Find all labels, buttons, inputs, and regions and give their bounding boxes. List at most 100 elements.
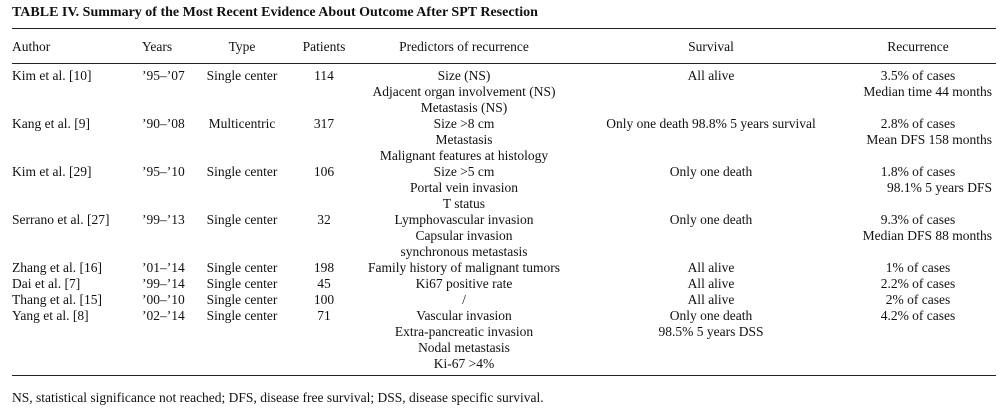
cell-predictors-line: Portal vein invasion bbox=[410, 180, 518, 195]
cell-predictors: Lymphovascular invasion Capsular invasion… bbox=[334, 212, 594, 260]
cell-predictors-line: synchronous metastasis bbox=[400, 244, 528, 259]
header-years: Years bbox=[142, 39, 173, 54]
cell-recurrence: 1% of cases bbox=[838, 260, 998, 276]
cell-survival: All alive bbox=[580, 292, 842, 308]
header-recurrence: Recurrence bbox=[887, 39, 949, 54]
cell-recurrence-line: 4.2% of cases bbox=[880, 308, 956, 323]
cell-recurrence-line: Median time 44 months bbox=[863, 84, 992, 99]
cell-predictors: Ki67 positive rate bbox=[334, 276, 594, 292]
cell-predictors-line: Size >5 cm bbox=[433, 164, 495, 179]
cell-survival-line: All alive bbox=[687, 292, 735, 307]
cell-recurrence: 2.8% of cases Mean DFS 158 months bbox=[838, 116, 998, 148]
cell-author: Serrano et al. [27] bbox=[12, 212, 110, 227]
cell-years: ’02–’14 bbox=[142, 308, 185, 323]
cell-type: Single center bbox=[206, 68, 278, 83]
cell-recurrence: 1.8% of cases 98.1% 5 years DFS bbox=[838, 164, 998, 196]
cell-recurrence: 2% of cases bbox=[838, 292, 998, 308]
cell-recurrence-line: 3.5% of cases bbox=[880, 68, 956, 83]
cell-author: Thang et al. [15] bbox=[12, 292, 102, 307]
cell-predictors-line: Vascular invasion bbox=[416, 308, 512, 323]
cell-predictors-line: / bbox=[462, 292, 466, 307]
cell-type: Single center bbox=[206, 164, 278, 179]
cell-patients: 100 bbox=[313, 292, 335, 307]
cell-survival: Only one death 98.8% 5 years survival bbox=[580, 116, 842, 132]
cell-years: ’95–’07 bbox=[142, 68, 185, 83]
cell-patients: 71 bbox=[317, 308, 331, 323]
cell-recurrence: 3.5% of cases Median time 44 months bbox=[838, 68, 998, 100]
header-author: Author bbox=[12, 39, 51, 54]
cell-type: Single center bbox=[206, 276, 278, 291]
cell-predictors-line: Extra-pancreatic invasion bbox=[394, 324, 534, 339]
cell-recurrence: 4.2% of cases bbox=[838, 308, 998, 324]
cell-survival-line: Only one death 98.8% 5 years survival bbox=[606, 116, 816, 131]
cell-predictors-line: Nodal metastasis bbox=[418, 340, 510, 355]
cell-type: Single center bbox=[206, 260, 278, 275]
cell-author: Kim et al. [29] bbox=[12, 164, 92, 179]
cell-recurrence-line: 1.8% of cases bbox=[880, 164, 956, 179]
header-type: Type bbox=[228, 39, 256, 54]
cell-years: ’95–’10 bbox=[142, 164, 185, 179]
cell-author: Kang et al. [9] bbox=[12, 116, 90, 131]
cell-survival: All alive bbox=[580, 260, 842, 276]
header-predictors: Predictors of recurrence bbox=[399, 39, 529, 54]
cell-years: ’99–’13 bbox=[142, 212, 185, 227]
cell-type: Single center bbox=[206, 292, 278, 307]
cell-author: Zhang et al. [16] bbox=[12, 260, 102, 275]
cell-predictors-line: Metastasis bbox=[435, 132, 493, 147]
bottom-rule bbox=[12, 375, 996, 376]
cell-predictors: Size >5 cm Portal vein invasion T status bbox=[334, 164, 594, 212]
cell-patients: 198 bbox=[313, 260, 335, 275]
cell-years: ’01–’14 bbox=[142, 260, 185, 275]
cell-recurrence-line: 2% of cases bbox=[885, 292, 951, 307]
cell-years: ’90–’08 bbox=[142, 116, 185, 131]
cell-survival-line: Only one death bbox=[669, 164, 753, 179]
cell-recurrence-line: 2.8% of cases bbox=[880, 116, 956, 131]
cell-type: Multicentric bbox=[208, 116, 276, 131]
table-caption: TABLE IV. Summary of the Most Recent Evi… bbox=[12, 5, 538, 20]
cell-predictors-line: Lymphovascular invasion bbox=[394, 212, 534, 227]
cell-predictors: / bbox=[334, 292, 594, 308]
header-survival: Survival bbox=[688, 39, 734, 54]
cell-predictors-line: Size (NS) bbox=[437, 68, 491, 83]
cell-type: Single center bbox=[206, 212, 278, 227]
cell-patients: 114 bbox=[314, 68, 334, 83]
cell-author: Kim et al. [10] bbox=[12, 68, 92, 83]
cell-type: Single center bbox=[206, 308, 278, 323]
cell-survival-line: All alive bbox=[687, 68, 735, 83]
cell-survival: All alive bbox=[580, 276, 842, 292]
cell-recurrence: 2.2% of cases bbox=[838, 276, 998, 292]
cell-predictors-line: Metastasis (NS) bbox=[420, 100, 508, 115]
cell-survival-line: Only one death bbox=[669, 308, 753, 323]
cell-patients: 32 bbox=[317, 212, 331, 227]
cell-predictors-line: Ki-67 >4% bbox=[433, 356, 495, 371]
table-footnote: NS, statistical significance not reached… bbox=[12, 390, 544, 405]
cell-predictors-line: Malignant features at histology bbox=[379, 148, 549, 163]
cell-predictors-line: Size >8 cm bbox=[433, 116, 495, 131]
cell-years: ’00–’10 bbox=[142, 292, 185, 307]
cell-patients: 106 bbox=[313, 164, 335, 179]
cell-recurrence: 9.3% of cases Median DFS 88 months bbox=[838, 212, 998, 244]
top-rule bbox=[12, 28, 996, 29]
cell-patients: 45 bbox=[317, 276, 331, 291]
cell-predictors: Family history of malignant tumors bbox=[334, 260, 594, 276]
cell-patients: 317 bbox=[313, 116, 335, 131]
cell-survival: All alive bbox=[580, 68, 842, 84]
cell-predictors: Vascular invasion Extra-pancreatic invasi… bbox=[334, 308, 594, 372]
cell-years: ’99–’14 bbox=[142, 276, 185, 291]
cell-predictors-line: Capsular invasion bbox=[415, 228, 513, 243]
cell-recurrence-line: 1% of cases bbox=[885, 260, 951, 275]
cell-author: Dai et al. [7] bbox=[12, 276, 81, 291]
cell-survival-line: 98.5% 5 years DSS bbox=[658, 324, 764, 339]
cell-recurrence-line: Mean DFS 158 months bbox=[866, 132, 992, 147]
cell-predictors: Size (NS) Adjacent organ involvement (NS)… bbox=[334, 68, 594, 116]
cell-predictors-line: T status bbox=[442, 196, 486, 211]
header-patients: Patients bbox=[302, 39, 346, 54]
cell-survival-line: All alive bbox=[687, 260, 735, 275]
header-rule bbox=[12, 63, 996, 64]
cell-predictors-line: Ki67 positive rate bbox=[415, 276, 513, 291]
cell-survival: Only one death 98.5% 5 years DSS bbox=[580, 308, 842, 340]
cell-survival-line: Only one death bbox=[669, 212, 753, 227]
cell-recurrence-line: 2.2% of cases bbox=[880, 276, 956, 291]
cell-predictors-line: Family history of malignant tumors bbox=[368, 260, 560, 275]
cell-predictors: Size >8 cm Metastasis Malignant features a… bbox=[334, 116, 594, 164]
